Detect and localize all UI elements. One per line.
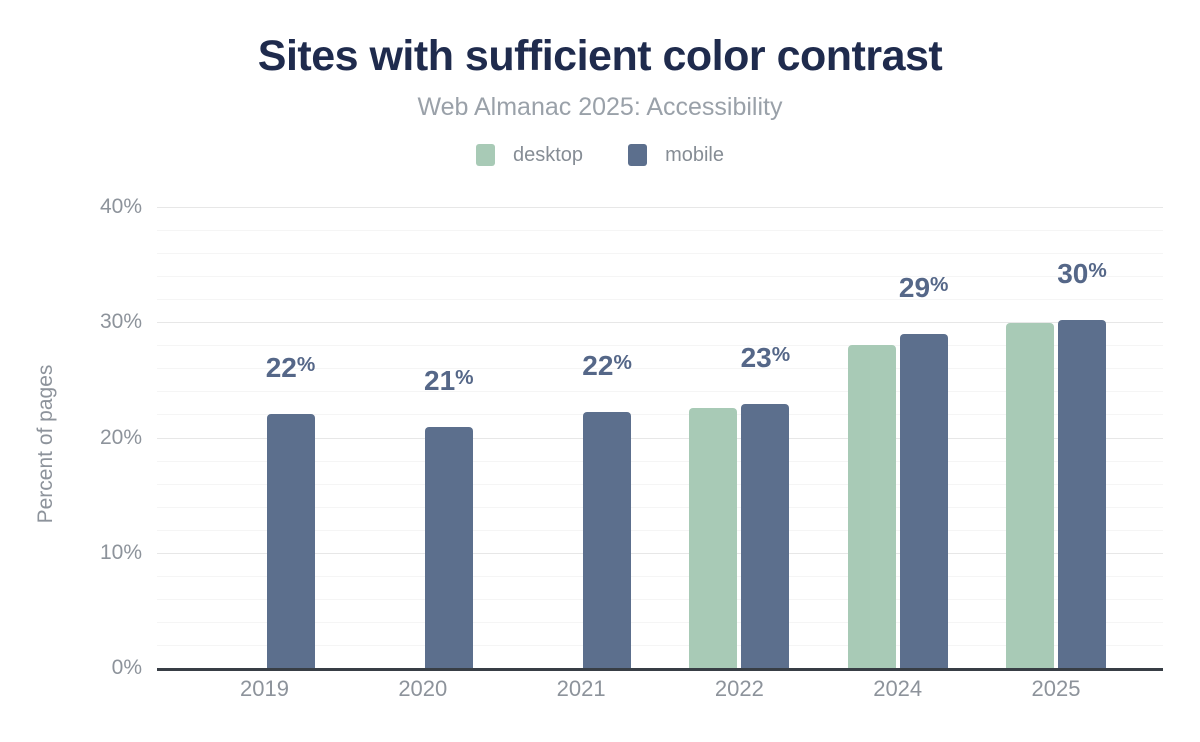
gridline-minor-2 xyxy=(157,644,1163,646)
legend-item-desktop: desktop xyxy=(476,144,583,167)
x-tick-2024: 2024 xyxy=(873,676,923,701)
bar-label-value: 23 xyxy=(740,342,772,374)
bar-label-2025: 30% xyxy=(1057,257,1107,289)
bar-label-value: 21 xyxy=(424,365,456,397)
gridline-minor-4 xyxy=(157,621,1163,623)
gridline-minor-6 xyxy=(157,598,1163,600)
bar-label-2024: 29% xyxy=(898,271,949,303)
x-tick-2021: 2021 xyxy=(556,676,606,701)
gridline-major-20 xyxy=(157,437,1163,439)
legend-label-desktop: desktop xyxy=(513,143,584,166)
x-tick-2019: 2019 xyxy=(240,676,289,701)
gridline-minor-12 xyxy=(157,529,1163,531)
bar-label-percent-sign: % xyxy=(1088,259,1107,283)
y-tick-20pct: 20% xyxy=(99,425,142,449)
bar-mobile-2019 xyxy=(266,414,315,668)
gridline-minor-14 xyxy=(157,506,1163,508)
gridline-major-40 xyxy=(157,207,1163,208)
legend-swatch-desktop xyxy=(476,144,495,166)
gridline-minor-18 xyxy=(157,460,1163,462)
y-tick-30pct: 30% xyxy=(99,310,142,334)
bar-mobile-2025 xyxy=(1058,319,1106,668)
bar-label-value: 30 xyxy=(1057,257,1089,289)
chart-title: Sites with sufficient color contrast xyxy=(257,32,943,80)
bar-mobile-2024 xyxy=(899,333,948,668)
plot-area: 22% 21% 22% 23% 29% 30% xyxy=(157,207,1163,668)
bar-mobile-2022 xyxy=(741,404,790,668)
bar-label-2019: 22% xyxy=(266,354,316,382)
gridline-major-10 xyxy=(157,552,1163,554)
gridline-minor-16 xyxy=(157,483,1163,485)
bar-mobile-2020 xyxy=(424,427,473,668)
bar-label-value: 22 xyxy=(265,352,297,384)
bar-desktop-2022 xyxy=(689,407,738,668)
legend-label-mobile: mobile xyxy=(665,143,724,166)
x-tick-2025: 2025 xyxy=(1031,676,1081,701)
x-tick-2022: 2022 xyxy=(714,676,764,701)
bar-label-2020: 21% xyxy=(424,367,474,395)
gridline-minor-22 xyxy=(157,414,1163,416)
y-tick-10pct: 10% xyxy=(99,540,142,564)
gridline-minor-36 xyxy=(157,253,1163,255)
bar-label-percent-sign: % xyxy=(613,351,632,375)
gridline-minor-38 xyxy=(157,230,1163,232)
bar-label-value: 22 xyxy=(582,350,614,382)
gridline-minor-34 xyxy=(157,276,1163,278)
bar-desktop-2025 xyxy=(1006,323,1054,668)
y-tick-0pct: 0% xyxy=(111,656,142,679)
legend-swatch-mobile xyxy=(628,144,648,166)
bar-label-percent-sign: % xyxy=(771,343,791,367)
gridline-minor-28 xyxy=(157,345,1163,347)
gridline-minor-26 xyxy=(157,368,1163,370)
gridline-minor-32 xyxy=(157,299,1163,301)
bar-label-2022: 23% xyxy=(741,344,791,372)
bar-label-percent-sign: % xyxy=(455,366,474,390)
bar-mobile-2021 xyxy=(583,412,632,668)
chart-subtitle: Web Almanac 2025: Accessibility xyxy=(417,93,783,121)
bar-label-percent-sign: % xyxy=(930,272,949,296)
gridline-minor-24 xyxy=(157,391,1163,393)
bar-label-percent-sign: % xyxy=(296,353,316,377)
x-tick-2020: 2020 xyxy=(398,676,448,701)
bar-label-value: 29 xyxy=(898,271,931,303)
gridline-minor-8 xyxy=(157,575,1163,577)
chart-legend: desktop mobile xyxy=(0,142,1200,168)
bar-label-2021: 22% xyxy=(582,352,632,380)
x-axis-line xyxy=(157,668,1163,671)
y-tick-40pct: 40% xyxy=(99,195,142,218)
legend-item-mobile: mobile xyxy=(628,144,724,167)
bar-desktop-2024 xyxy=(847,345,896,668)
gridline-major-30 xyxy=(157,322,1163,324)
